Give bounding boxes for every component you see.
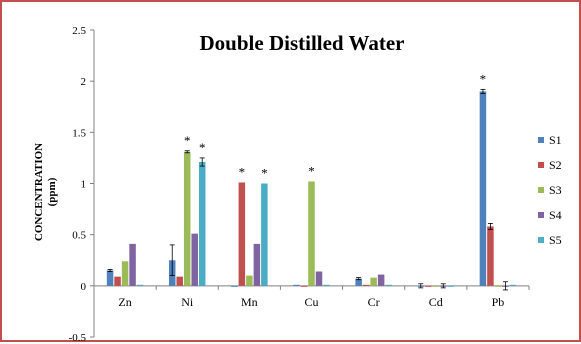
bar-s5-cr (385, 284, 392, 286)
bar-s3-cu (308, 181, 315, 286)
y-tick-label: 1.5 (72, 127, 86, 139)
legend: S1 S2 S3 S4 S5 (538, 133, 562, 247)
bar-s3-ni (183, 151, 191, 286)
significance-markers: * * * * * * (184, 71, 486, 180)
bar-s5-ni (198, 162, 206, 286)
legend-swatch-s4 (538, 212, 544, 218)
bar-s2-cr (362, 284, 370, 286)
bar-s2-mn (238, 182, 246, 286)
bar-s4-zn (129, 243, 136, 286)
bar-s3-zn (121, 261, 129, 286)
y-tick-label: -0.5 (69, 332, 87, 344)
category-label-cr: Cr (368, 295, 380, 309)
bar-s2-pb (487, 226, 494, 286)
bar-s3-mn (246, 275, 253, 286)
y-tick-label: 2 (81, 76, 87, 88)
legend-label-s1: S1 (549, 133, 562, 147)
bar-s1-mn (231, 285, 238, 287)
bar-s1-cu (293, 284, 300, 286)
y-tick-label: 0.5 (72, 230, 86, 242)
bar-s1-pb (479, 91, 487, 286)
legend-label-s4: S4 (549, 208, 562, 222)
category-label-ni: Ni (181, 295, 194, 309)
bar-s5-pb (509, 284, 517, 286)
bar-s5-mn (261, 183, 268, 286)
y-axis-label: CONCENTRATION (ppm) (33, 143, 58, 241)
axes: -0.5 0 0.5 1 1.5 2 2.5 (69, 25, 530, 344)
legend-label-s2: S2 (549, 158, 562, 172)
category-label-zn: Zn (118, 295, 131, 309)
significance-star: * (480, 71, 487, 86)
category-label-pb: Pb (492, 295, 505, 309)
category-label-cu: Cu (304, 295, 318, 309)
legend-label-s3: S3 (549, 183, 562, 197)
bar-s4-mn (253, 243, 261, 286)
y-tick-label: 1 (81, 179, 87, 191)
bar-s5-cd (447, 285, 455, 287)
error-bars (107, 88, 508, 291)
bars (106, 91, 517, 287)
bar-s2-ni (176, 276, 183, 286)
significance-star: * (199, 140, 206, 155)
significance-star: * (261, 166, 268, 181)
significance-star: * (184, 133, 191, 148)
bar-s1-zn (106, 270, 114, 286)
legend-swatch-s2 (538, 162, 544, 168)
bar-s5-cu (323, 284, 330, 286)
bar-s3-cd (432, 285, 440, 287)
bar-s5-zn (136, 284, 144, 286)
bar-s2-zn (114, 276, 121, 286)
legend-swatch-s5 (538, 237, 544, 243)
legend-swatch-s3 (538, 187, 544, 193)
bar-s4-ni (191, 233, 198, 286)
bar-s3-cr (370, 277, 377, 286)
bar-s1-cr (355, 278, 362, 286)
y-tick-label: 2.5 (72, 25, 86, 37)
y-axis-label-text: CONCENTRATION (33, 143, 45, 241)
bar-s4-cu (315, 271, 323, 286)
bar-s4-cr (377, 274, 385, 286)
y-axis-label-unit: (ppm) (46, 177, 58, 206)
category-labels: Zn Ni Mn Cu Cr Cd Pb (118, 295, 504, 309)
legend-swatch-s1 (538, 137, 544, 143)
bar-s3-pb (494, 285, 502, 287)
category-label-cd: Cd (429, 295, 443, 309)
bar-s2-cu (300, 285, 308, 287)
significance-star: * (308, 163, 315, 178)
category-label-mn: Mn (241, 295, 258, 309)
legend-label-s5: S5 (549, 233, 562, 247)
chart-title: Double Distilled Water (200, 31, 405, 55)
y-tick-label: 0 (81, 281, 87, 293)
bar-s2-cd (425, 285, 432, 287)
significance-star: * (239, 164, 246, 179)
